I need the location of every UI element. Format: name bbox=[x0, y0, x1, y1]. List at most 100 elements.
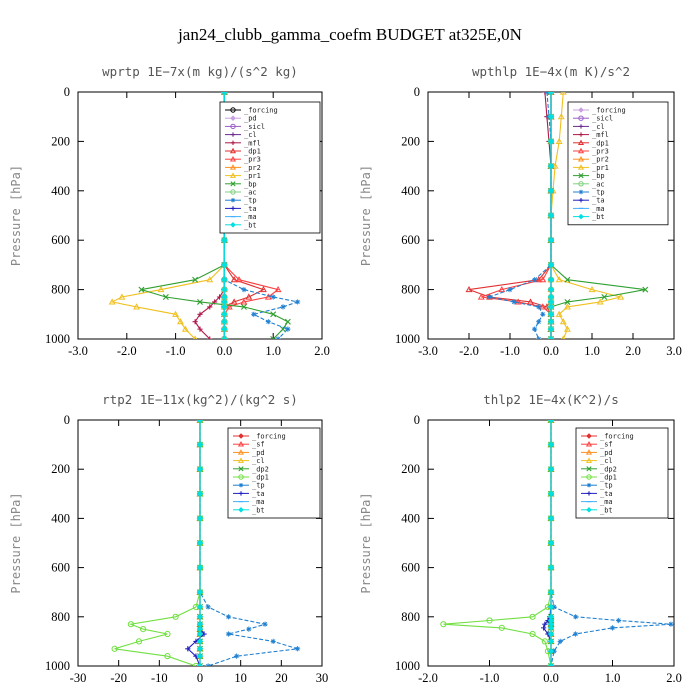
data-point bbox=[177, 318, 184, 325]
legend-marker bbox=[230, 222, 236, 228]
data-point bbox=[555, 276, 563, 283]
legend-label: _dp1 bbox=[244, 148, 261, 156]
legend-label: _forcing bbox=[600, 433, 634, 441]
legend-marker bbox=[585, 440, 593, 447]
y-tick-label: 400 bbox=[401, 184, 420, 198]
data-point bbox=[118, 293, 126, 300]
data-point bbox=[196, 652, 204, 660]
legend-label: _dp1 bbox=[252, 474, 269, 482]
data-point bbox=[547, 311, 555, 318]
legend-label: _ma bbox=[244, 213, 257, 221]
legend-label: _bt bbox=[252, 506, 265, 514]
y-tick-label: 1000 bbox=[45, 332, 70, 346]
data-point bbox=[536, 336, 542, 339]
legend-marker bbox=[238, 466, 244, 472]
legend-marker bbox=[578, 213, 584, 220]
x-tick-label: -1.0 bbox=[500, 344, 520, 358]
data-point bbox=[270, 638, 276, 644]
data-point bbox=[507, 287, 513, 293]
legend-marker bbox=[237, 457, 245, 463]
data-point bbox=[221, 92, 228, 96]
data-point bbox=[205, 663, 211, 666]
data-point bbox=[221, 286, 228, 293]
data-point bbox=[547, 662, 555, 666]
data-point bbox=[547, 138, 555, 145]
y-axis-label: Pressure [hPa] bbox=[359, 165, 373, 266]
data-point bbox=[127, 621, 134, 628]
legend-label: _ta bbox=[244, 205, 257, 213]
legend-marker bbox=[229, 172, 237, 178]
legend-label: _cl bbox=[252, 457, 265, 465]
legend: _forcing_sicl_cl_mfl_dp1_pr3_pr2_pr1_bp_… bbox=[567, 101, 669, 226]
legend-label: _pr2 bbox=[592, 156, 609, 164]
data-point bbox=[172, 310, 180, 317]
x-tick-label: 1.0 bbox=[265, 344, 281, 358]
plot-frame bbox=[77, 91, 323, 340]
data-point bbox=[230, 298, 238, 305]
legend-label: _sf bbox=[600, 441, 613, 449]
legend-label: _sicl bbox=[592, 115, 613, 123]
legend-label: _pd bbox=[252, 449, 265, 457]
data-point bbox=[547, 515, 555, 522]
data-point bbox=[573, 631, 579, 637]
data-point bbox=[547, 441, 555, 448]
data-point bbox=[557, 113, 565, 120]
x-tick-label: -1.0 bbox=[480, 671, 500, 685]
x-tick-label: -3.0 bbox=[418, 344, 438, 358]
data-point bbox=[295, 299, 301, 305]
panel-title: thlp2 1E−4x(K^2)/s bbox=[483, 392, 618, 407]
series-line-dp1 bbox=[114, 420, 201, 666]
y-tick-label: 0 bbox=[64, 85, 70, 99]
data-point bbox=[547, 276, 555, 283]
y-tick-label: 0 bbox=[414, 413, 420, 427]
x-tick-label: -10 bbox=[151, 671, 168, 685]
data-point bbox=[196, 603, 204, 611]
data-point bbox=[561, 335, 566, 339]
data-point bbox=[192, 319, 198, 325]
panel-title: wpthlp 1E−4x(m K)/s^2 bbox=[472, 64, 630, 79]
data-point bbox=[601, 294, 608, 300]
y-tick-label: 600 bbox=[51, 561, 70, 575]
legend-label: _forcing bbox=[244, 107, 278, 115]
data-point bbox=[221, 276, 228, 283]
y-tick-label: 0 bbox=[64, 413, 70, 427]
data-point bbox=[230, 276, 238, 283]
data-point bbox=[133, 303, 141, 310]
data-point bbox=[529, 630, 536, 638]
data-point bbox=[541, 638, 548, 645]
data-point bbox=[225, 631, 232, 637]
data-point bbox=[547, 648, 555, 655]
data-point bbox=[164, 653, 171, 660]
data-point bbox=[596, 298, 604, 305]
data-point bbox=[539, 276, 547, 283]
data-point bbox=[547, 466, 555, 473]
legend-label: _pd bbox=[244, 115, 257, 123]
legend-marker bbox=[230, 140, 236, 145]
legend-label: _dp1 bbox=[592, 139, 609, 147]
series-line-dp1 bbox=[468, 92, 552, 339]
legend-marker bbox=[238, 433, 244, 439]
data-point bbox=[172, 613, 179, 620]
y-tick-label: 800 bbox=[401, 283, 420, 297]
legend-label: _tp bbox=[252, 482, 265, 490]
data-point bbox=[193, 335, 198, 339]
x-tick-label: 30 bbox=[316, 671, 329, 685]
data-point bbox=[197, 298, 203, 305]
data-point bbox=[609, 625, 616, 631]
data-point bbox=[642, 286, 649, 293]
data-point bbox=[275, 336, 281, 339]
legend-marker bbox=[577, 164, 585, 170]
y-tick-label: 200 bbox=[401, 462, 420, 476]
x-tick-label: 0.0 bbox=[543, 344, 559, 358]
data-point bbox=[547, 630, 555, 638]
legend-label: _pr1 bbox=[592, 164, 609, 172]
data-point bbox=[135, 638, 143, 645]
legend-box bbox=[567, 101, 669, 226]
data-point bbox=[564, 298, 571, 305]
data-point bbox=[139, 626, 147, 633]
series-line-pr1 bbox=[110, 92, 225, 339]
data-point bbox=[196, 490, 204, 497]
legend-marker bbox=[586, 474, 592, 480]
legend-label: _ac bbox=[592, 180, 605, 188]
legend-label: _ma bbox=[252, 498, 265, 506]
